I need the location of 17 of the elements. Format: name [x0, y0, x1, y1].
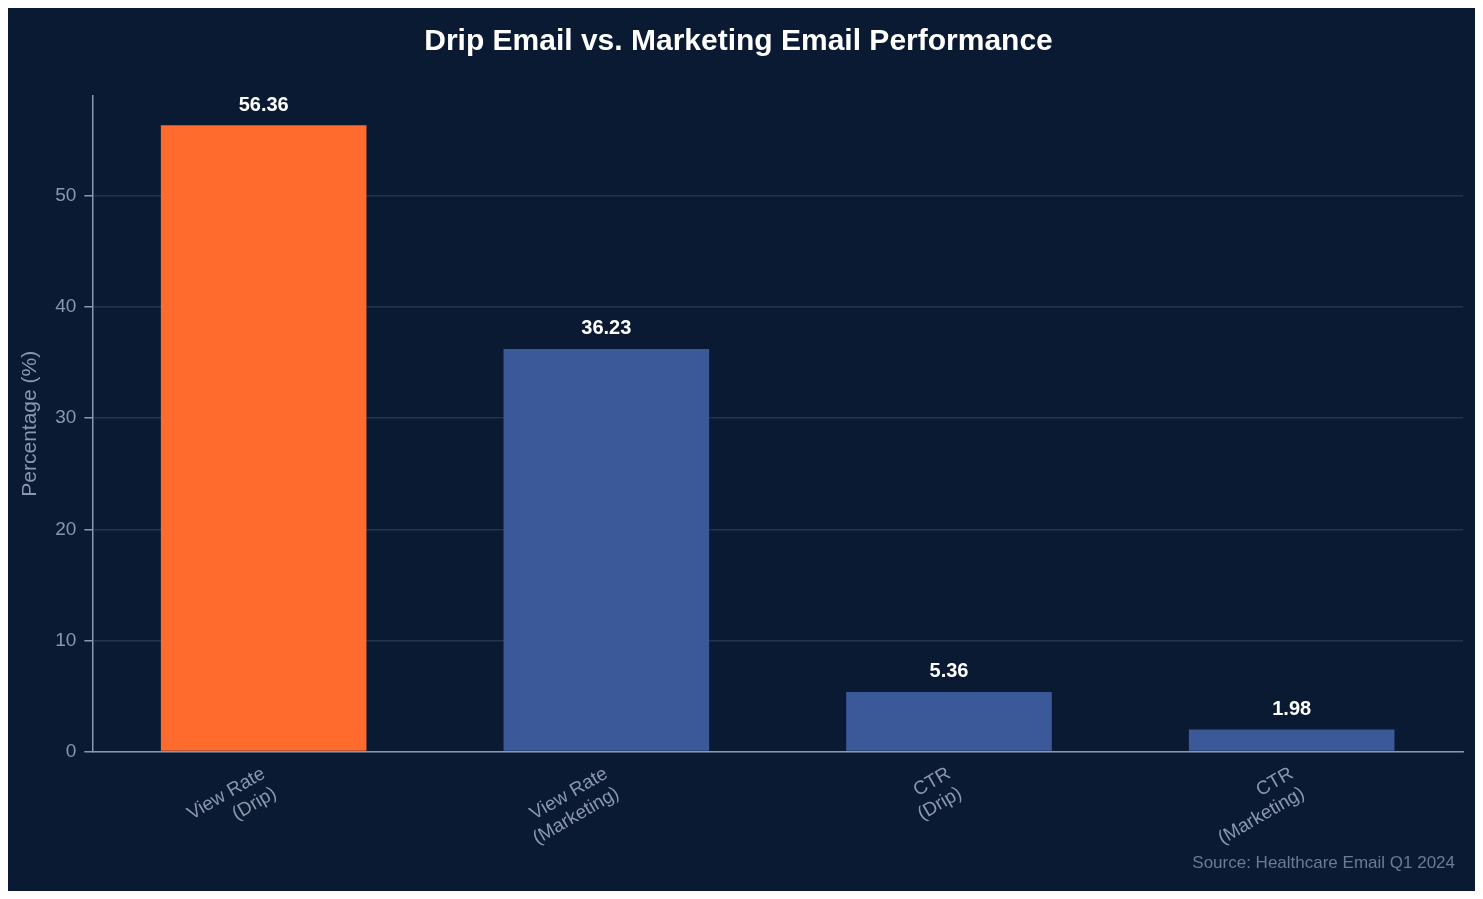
data-label: 5.36 [929, 659, 969, 682]
y-tick-label: 10 [55, 628, 77, 650]
y-tick-label: 20 [55, 517, 77, 539]
data-label: 1.98 [1272, 696, 1312, 719]
y-axis-title: Percentage (%) [17, 350, 41, 497]
bar [1188, 729, 1395, 751]
y-tick-label: 50 [55, 184, 77, 206]
bar [503, 348, 710, 751]
data-label: 36.23 [581, 316, 632, 339]
data-label: 56.36 [238, 92, 289, 115]
y-tick-label: 30 [55, 406, 77, 428]
chart-title: Drip Email vs. Marketing Email Performance [424, 23, 1053, 57]
y-tick-label: 40 [55, 295, 77, 317]
y-tick-label: 0 [65, 739, 77, 761]
bar [160, 125, 367, 751]
source-note: Source: Healthcare Email Q1 2024 [1192, 853, 1455, 872]
bar [846, 691, 1052, 751]
